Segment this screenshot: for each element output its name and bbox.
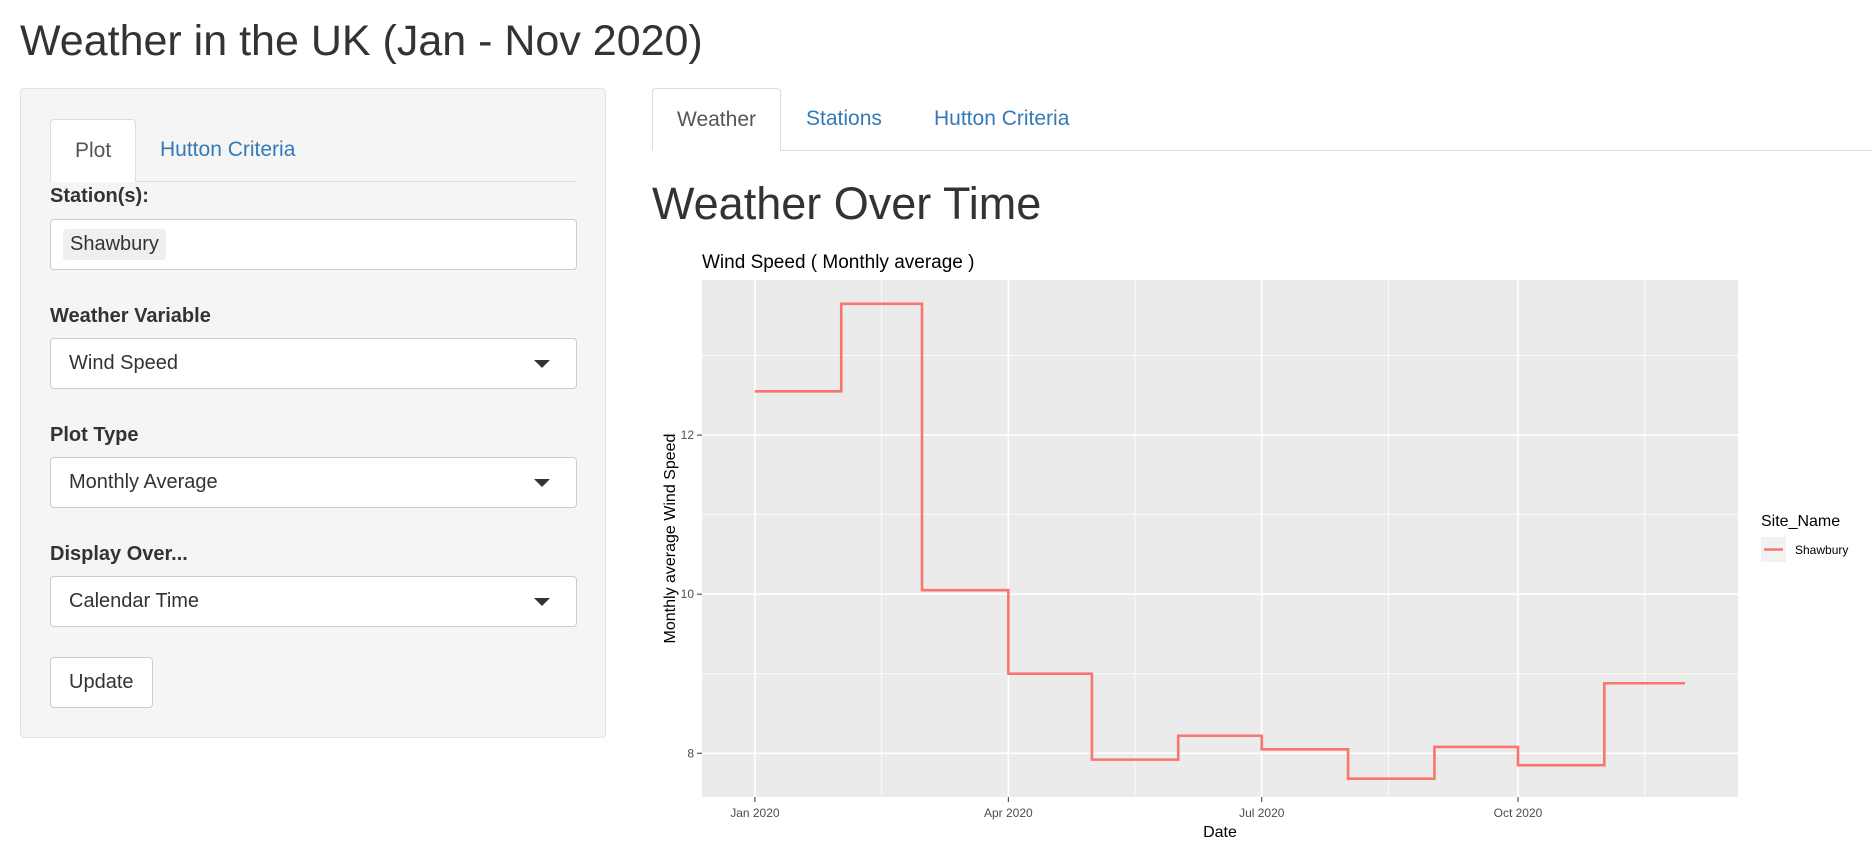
wind-speed-chart: Wind Speed ( Monthly average ) 8 10 12 Jan … [662,252,1848,841]
tab-hutton-criteria-main[interactable]: Hutton Criteria [934,107,1070,130]
chevron-down-icon [534,360,550,368]
sidebar-tabs: Plot Hutton Criteria [50,119,577,182]
series-layer [754,302,1686,781]
y-tick-label: 10 [681,587,695,601]
y-axis-label: Monthly average Wind Speed [662,434,679,644]
weather-variable-value: Wind Speed [69,352,178,374]
legend: Site_Name Shawbury [1761,513,1848,562]
y-tick-label: 8 [687,746,694,760]
axis-layer: 8 10 12 Jan 2020 Apr 2020 Jul 2020 Oct 2020 [681,428,1543,820]
legend-title: Site_Name [1761,513,1840,530]
tab-plot[interactable]: Plot [50,119,137,182]
station-chip[interactable]: Shawbury [63,229,166,260]
y-tick-label: 12 [681,428,695,442]
x-tick-label: Jan 2020 [730,806,780,820]
plot-panel [702,280,1738,797]
display-over-value: Calendar Time [69,590,200,612]
legend-entry-label: Shawbury [1795,543,1848,557]
plot-type-label: Plot Type [50,424,139,446]
update-button[interactable]: Update [50,657,153,708]
main-tabs: Weather Stations Hutton Criteria [652,88,1872,151]
tab-stations[interactable]: Stations [806,107,882,130]
weather-variable-select[interactable]: Wind Speed [50,338,577,389]
plot-type-select[interactable]: Monthly Average [50,457,577,508]
tab-weather[interactable]: Weather [652,88,781,151]
section-title: Weather Over Time [652,178,1042,229]
x-tick-label: Jul 2020 [1239,806,1285,820]
series-line-shawbury [754,302,1686,781]
plot-type-value: Monthly Average [69,471,218,493]
page-title: Weather in the UK (Jan - Nov 2020) [20,17,703,65]
grid-lines [702,280,1738,797]
chevron-down-icon [534,479,550,487]
display-over-select[interactable]: Calendar Time [50,576,577,627]
tab-hutton-criteria[interactable]: Hutton Criteria [160,138,296,161]
sidebar-panel: Plot Hutton Criteria Station(s): Shawbur… [20,88,606,738]
chevron-down-icon [534,598,550,606]
stations-select[interactable]: Shawbury [50,219,577,270]
display-over-label: Display Over... [50,543,188,565]
stations-label: Station(s): [50,185,149,207]
x-tick-label: Apr 2020 [984,806,1033,820]
x-axis-label: Date [1203,824,1237,841]
x-tick-label: Oct 2020 [1494,806,1543,820]
chart-title: Wind Speed ( Monthly average ) [702,252,974,273]
weather-variable-label: Weather Variable [50,305,211,327]
